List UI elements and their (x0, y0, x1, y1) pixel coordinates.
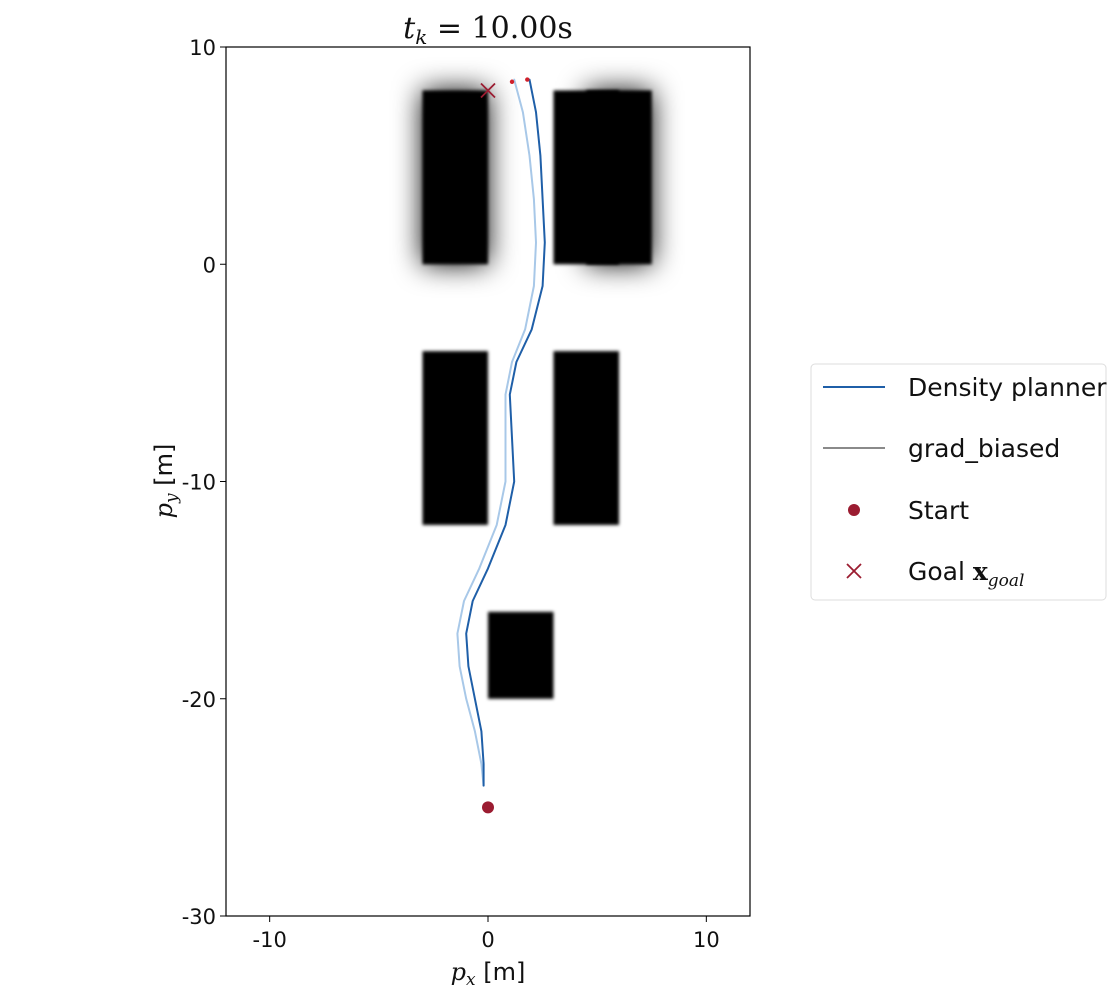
y-axis-label-rest: [m] (150, 444, 178, 494)
y-tick-label: -20 (182, 688, 216, 712)
obstacle-6 (488, 611, 554, 699)
obstacles-layer (422, 90, 652, 699)
y-tick-label: -30 (182, 905, 216, 929)
end-marker-2 (525, 77, 530, 82)
legend-label: Goal xgoal (908, 557, 1025, 591)
x-axis-label-base: p (451, 958, 466, 986)
series-layer (456, 78, 546, 787)
x-axis-label-sub: x (466, 970, 476, 990)
x-tick-label: 10 (693, 928, 720, 952)
legend: Density planner grad_biased Start Goal xgoa… (810, 363, 1107, 601)
obstacle-5 (553, 351, 619, 525)
start-marker (482, 801, 494, 814)
x-ticks: -10 0 10 (253, 916, 720, 952)
series-density-planner (465, 78, 546, 787)
title-sub: k (415, 25, 427, 49)
legend-item: grad_biased (823, 434, 1060, 463)
x-axis-label-rest: [m] (476, 958, 526, 986)
y-tick-label: -10 (182, 471, 216, 495)
title-base: t (403, 11, 416, 46)
obstacle-core-3 (586, 90, 652, 265)
legend-label: Density planner (908, 373, 1107, 402)
legend-label: Start (908, 496, 969, 525)
y-tick-label: 10 (189, 36, 216, 60)
legend-swatch-dot (848, 504, 860, 516)
markers-layer (480, 77, 530, 814)
legend-item: Start (848, 496, 969, 525)
chart-title: tk = 10.00s (403, 11, 573, 49)
legend-item: Density planner (823, 373, 1107, 402)
y-tick-label: 0 (203, 253, 216, 277)
legend-label: grad_biased (908, 434, 1060, 463)
x-axis-label: px [m] (451, 958, 526, 990)
obstacle-core-1 (422, 90, 488, 265)
legend-items: Density planner grad_biased Start Goal xgoa… (823, 373, 1107, 591)
series-grad-biased (456, 78, 537, 787)
obstacle-4 (422, 351, 488, 525)
legend-item: Goal xgoal (846, 557, 1025, 591)
title-rest: = 10.00s (427, 11, 573, 46)
end-marker-1 (509, 79, 515, 84)
legend-frame (810, 363, 1107, 601)
y-axis-label-base: p (150, 503, 178, 518)
y-axis-label-sub: y (162, 493, 182, 504)
x-tick-label: -10 (253, 928, 287, 952)
x-tick-label: 0 (481, 928, 494, 952)
goal-marker (480, 82, 496, 99)
y-ticks: 10 0 -10 -20 -30 (182, 36, 226, 929)
legend-swatch-cross (846, 563, 862, 579)
y-axis-label: py [m] (150, 444, 182, 519)
